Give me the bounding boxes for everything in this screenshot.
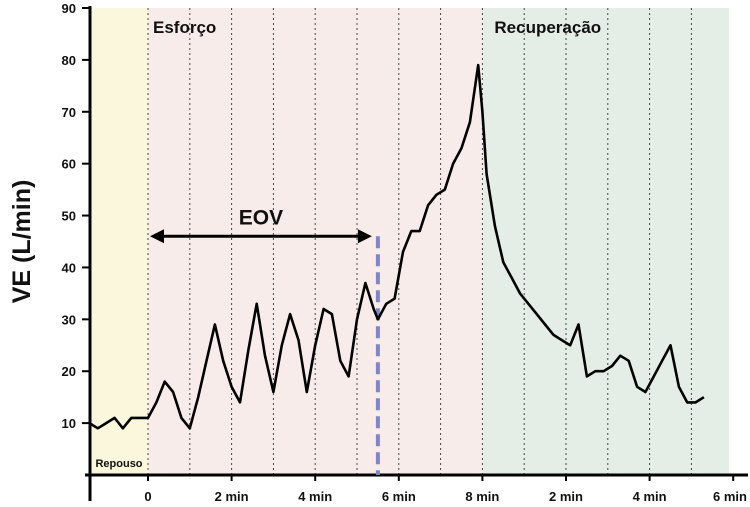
y-tick-label: 40 <box>62 260 76 275</box>
y-axis-title: VE (L/min) <box>8 180 36 304</box>
axes <box>85 6 748 501</box>
eov-arrow-head-left <box>150 229 164 244</box>
x-tick-label: 6 min <box>382 489 416 504</box>
phase-band-0 <box>90 8 148 475</box>
x-tick-label: 0 <box>144 489 151 504</box>
phase-label-repouso: Repouso <box>95 458 142 470</box>
ve-series-line-0 <box>88 63 705 430</box>
y-tick-label: 30 <box>62 312 76 327</box>
phase-label-recuperacao: Recuperação <box>494 18 601 37</box>
y-tick-label: 80 <box>62 53 76 68</box>
phase-band-2 <box>482 8 730 475</box>
x-tick-label: 4 min <box>298 489 332 504</box>
eov-annotation: EOV <box>150 206 380 475</box>
y-tick-label: 10 <box>62 416 76 431</box>
x-tick-labels: 0 2 min 4 min 6 min 8 min 2 min 4 min 6 min <box>144 475 747 504</box>
x-tick-label: 4 min <box>633 489 667 504</box>
eov-arrow-head-right <box>357 229 372 244</box>
x-tick-label: 8 min <box>465 489 499 504</box>
phase-label-esforco: Esforço <box>153 18 216 37</box>
y-tick-label: 20 <box>62 364 76 379</box>
eov-label: EOV <box>239 206 283 229</box>
phase-backgrounds <box>90 8 730 475</box>
y-tick-label: 60 <box>62 157 76 172</box>
y-tick-label: 90 <box>62 1 76 16</box>
y-tick-label: 70 <box>62 105 76 120</box>
series-layer <box>88 63 705 430</box>
y-tick-label: 50 <box>62 209 76 224</box>
x-tick-label: 2 min <box>549 489 583 504</box>
y-tick-labels: 10 20 30 40 50 60 70 80 90 <box>62 1 90 431</box>
x-tick-label: 6 min <box>713 489 747 504</box>
x-tick-label: 2 min <box>215 489 249 504</box>
phase-band-1 <box>148 8 483 475</box>
phase-labels: Repouso Esforço Recuperação <box>95 18 601 470</box>
